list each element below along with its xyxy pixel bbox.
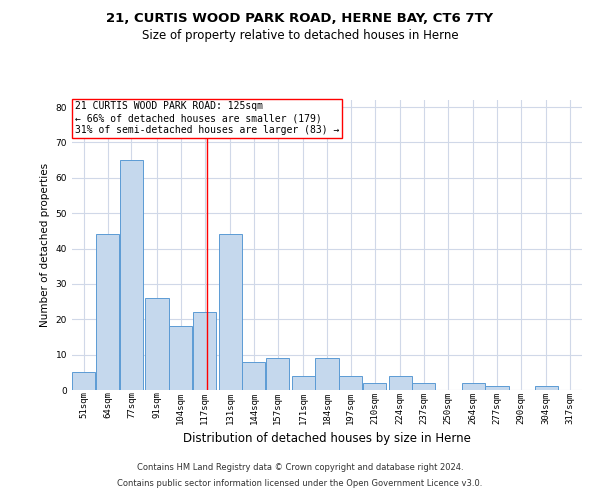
Bar	[389, 376, 412, 390]
Bar	[169, 326, 192, 390]
Bar	[535, 386, 558, 390]
Text: 21 CURTIS WOOD PARK ROAD: 125sqm
← 66% of detached houses are smaller (179)
31% : 21 CURTIS WOOD PARK ROAD: 125sqm ← 66% o…	[74, 102, 339, 134]
Text: Contains public sector information licensed under the Open Government Licence v3: Contains public sector information licen…	[118, 478, 482, 488]
Bar	[120, 160, 143, 390]
Bar	[266, 358, 289, 390]
Bar	[218, 234, 242, 390]
Bar	[96, 234, 119, 390]
Bar	[292, 376, 315, 390]
Text: Contains HM Land Registry data © Crown copyright and database right 2024.: Contains HM Land Registry data © Crown c…	[137, 464, 463, 472]
Bar	[412, 383, 436, 390]
Text: Size of property relative to detached houses in Herne: Size of property relative to detached ho…	[142, 29, 458, 42]
Bar	[316, 358, 338, 390]
Bar	[193, 312, 216, 390]
Bar	[73, 372, 95, 390]
Bar	[462, 383, 485, 390]
Bar	[339, 376, 362, 390]
Y-axis label: Number of detached properties: Number of detached properties	[40, 163, 50, 327]
Bar	[242, 362, 265, 390]
Text: 21, CURTIS WOOD PARK ROAD, HERNE BAY, CT6 7TY: 21, CURTIS WOOD PARK ROAD, HERNE BAY, CT…	[106, 12, 494, 26]
Bar	[363, 383, 386, 390]
Bar	[485, 386, 509, 390]
Bar	[145, 298, 169, 390]
X-axis label: Distribution of detached houses by size in Herne: Distribution of detached houses by size …	[183, 432, 471, 445]
